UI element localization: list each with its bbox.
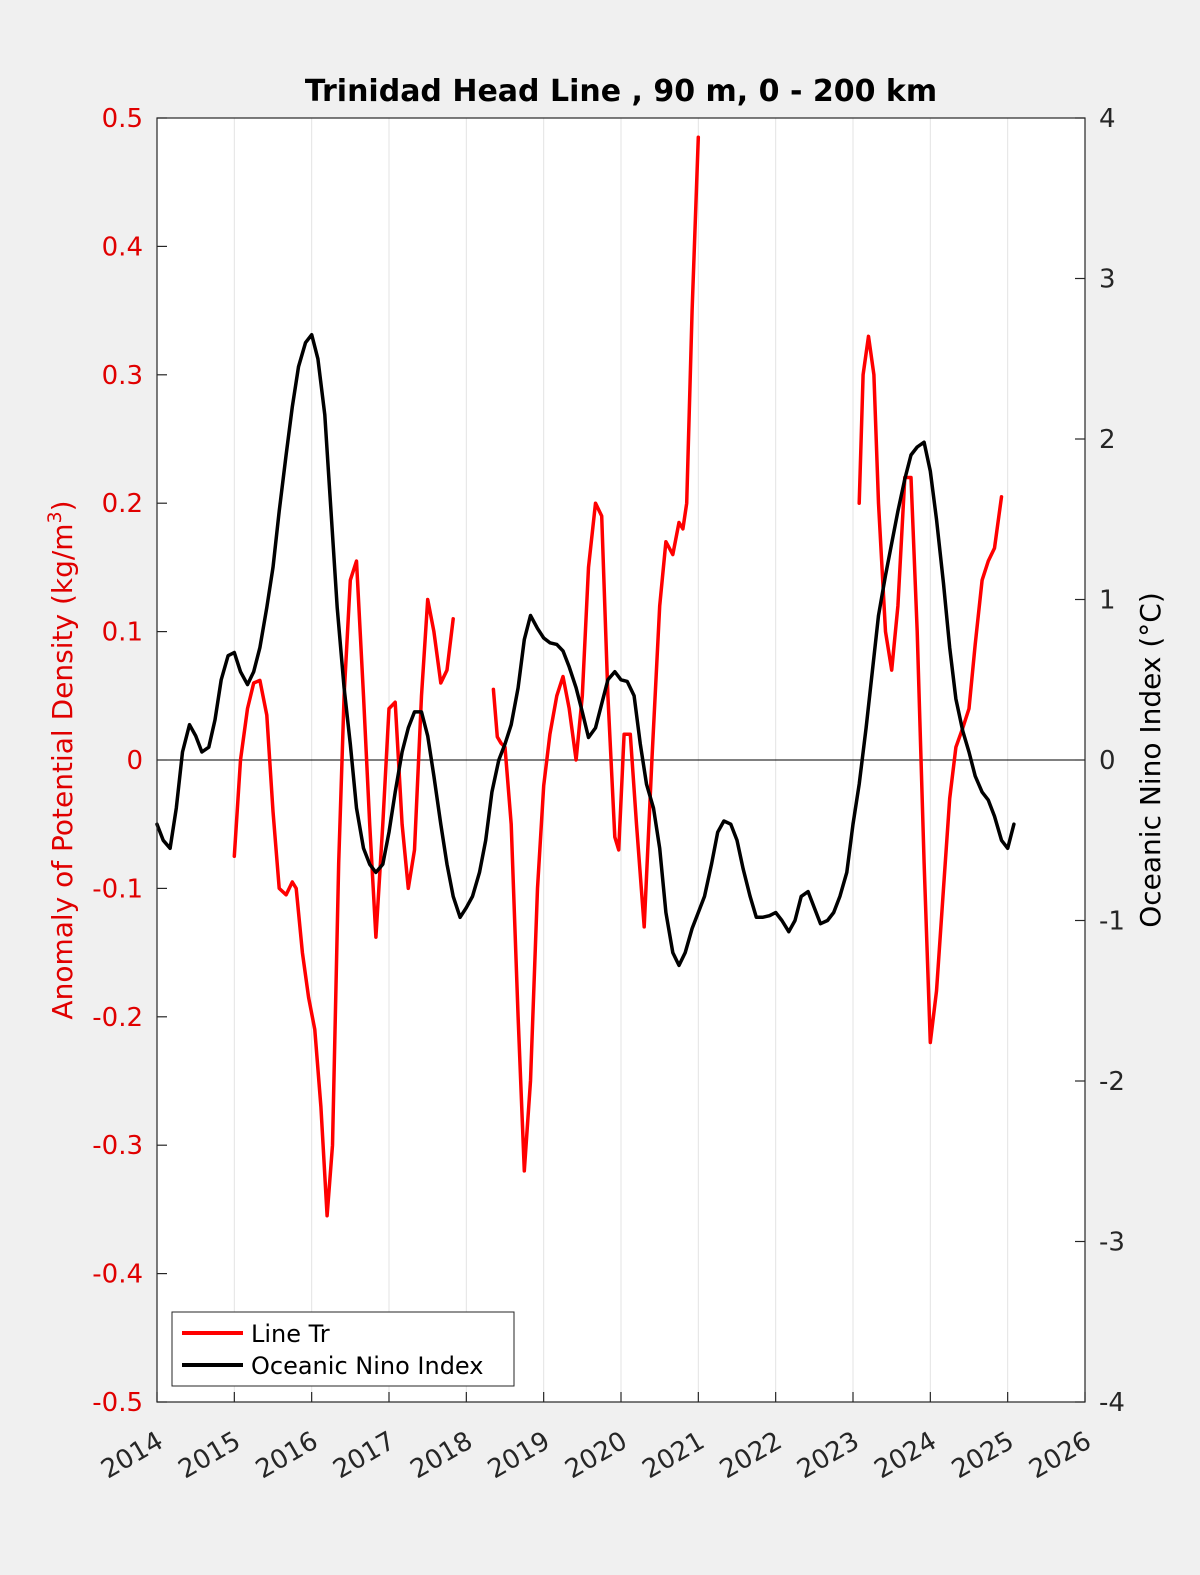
chart-title: Trinidad Head Line , 90 m, 0 - 200 km bbox=[305, 74, 937, 109]
left-axis-label-main: Anomaly of Potential Density (kg/m bbox=[46, 523, 79, 1019]
right-tick-label: -1 bbox=[1099, 907, 1125, 937]
legend: Line Tr Oceanic Nino Index bbox=[171, 1311, 515, 1387]
left-tick-label: -0.5 bbox=[92, 1388, 143, 1418]
left-tick-label: -0.1 bbox=[92, 874, 143, 904]
x-tick-label: 2025 bbox=[947, 1426, 1019, 1485]
right-tick-label: 2 bbox=[1099, 425, 1116, 455]
series-lines bbox=[155, 135, 1016, 1218]
legend-line-tr-label: Line Tr bbox=[251, 1320, 330, 1348]
x-tick-label: 2020 bbox=[560, 1426, 632, 1485]
right-tick-label: 3 bbox=[1099, 265, 1116, 295]
left-tick-label: 0.3 bbox=[102, 361, 143, 391]
right-tick-label: 0 bbox=[1099, 746, 1116, 776]
right-axis-ticks: 4 3 2 1 0 -1 -2 -3 -4 bbox=[1075, 104, 1125, 1418]
line-tr-series-line bbox=[857, 334, 1004, 1045]
x-tick-label: 2023 bbox=[792, 1426, 864, 1485]
x-tick-label: 2018 bbox=[406, 1426, 478, 1485]
x-axis-ticks: 2014 2015 2016 2017 2018 2019 2020 2021 2022 2023… bbox=[96, 1392, 1097, 1485]
right-tick-label: -3 bbox=[1099, 1228, 1125, 1258]
x-tick-label: 2015 bbox=[174, 1426, 246, 1485]
oni-series-line bbox=[155, 332, 1016, 968]
x-tick-label: 2017 bbox=[328, 1426, 400, 1485]
left-axis-label: Anomaly of Potential Density (kg/m3) bbox=[44, 500, 79, 1019]
legend-oni-label: Oceanic Nino Index bbox=[251, 1352, 483, 1380]
right-axis-label: Oceanic Nino Index (°C) bbox=[1134, 592, 1167, 928]
right-tick-label: -4 bbox=[1099, 1388, 1125, 1418]
left-tick-label: 0.4 bbox=[102, 232, 143, 262]
left-tick-label: -0.3 bbox=[92, 1131, 143, 1161]
x-tick-label: 2016 bbox=[251, 1426, 323, 1485]
x-tick-label: 2022 bbox=[715, 1426, 787, 1485]
right-tick-label: -2 bbox=[1099, 1067, 1125, 1097]
x-tick-label: 2019 bbox=[483, 1426, 555, 1485]
left-tick-label: -0.2 bbox=[92, 1003, 143, 1033]
left-tick-label: 0 bbox=[126, 746, 143, 776]
left-axis-ticks: 0.5 0.4 0.3 0.2 0.1 0 -0.1 -0.2 -0.3 -0.4 -0.5 bbox=[92, 104, 167, 1418]
legend-box bbox=[171, 1311, 515, 1387]
line-tr-series-line bbox=[232, 559, 455, 1218]
left-tick-label: 0.2 bbox=[102, 489, 143, 519]
x-tick-label: 2024 bbox=[870, 1426, 942, 1485]
left-tick-label: -0.4 bbox=[92, 1260, 143, 1290]
left-axis-label-close: ) bbox=[46, 500, 79, 511]
left-tick-label: 0.1 bbox=[102, 618, 143, 648]
x-tick-label: 2026 bbox=[1024, 1426, 1096, 1485]
x-tick-label: 2014 bbox=[96, 1426, 168, 1485]
right-tick-label: 4 bbox=[1099, 104, 1116, 134]
right-tick-label: 1 bbox=[1099, 586, 1116, 616]
left-tick-label: 0.5 bbox=[102, 104, 143, 134]
left-axis-label-sup: 3 bbox=[44, 511, 66, 523]
x-tick-label: 2021 bbox=[638, 1426, 710, 1485]
line-tr-series-line bbox=[491, 135, 701, 1173]
